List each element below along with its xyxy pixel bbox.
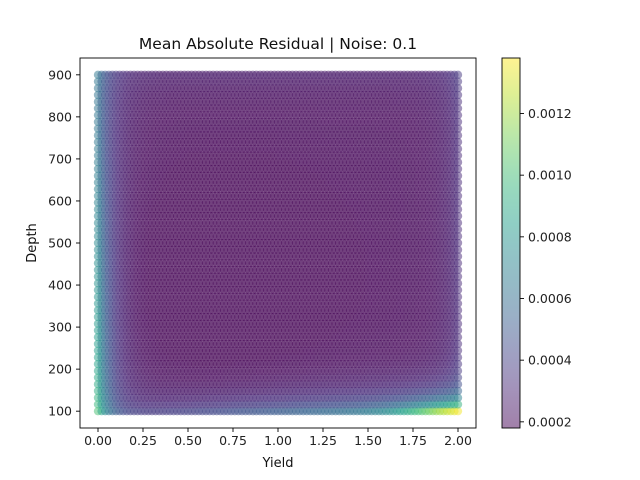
scatter-point (453, 151, 463, 160)
scatter-point (453, 164, 463, 174)
scatter-point (453, 292, 463, 302)
scatter-point (453, 346, 463, 355)
scatter-point (453, 252, 463, 261)
scatter-point (453, 386, 463, 396)
scatter-point (453, 171, 463, 180)
scatter-point (453, 211, 463, 221)
scatter-point (453, 339, 463, 349)
scatter-point (453, 265, 463, 275)
scatter-point (453, 272, 463, 281)
scatter-point (453, 245, 463, 254)
scatter-point (453, 198, 463, 207)
scatter-point (453, 299, 463, 308)
scatter-point (453, 406, 463, 416)
scatter-point (453, 353, 463, 362)
scatter-point (453, 326, 463, 335)
chart-title: Mean Absolute Residual | Noise: 0.1 (139, 35, 417, 53)
scatter-point (453, 218, 463, 228)
scatter-point (453, 393, 463, 402)
scatter-point (453, 400, 463, 409)
scatter-point (453, 178, 463, 187)
scatter-point (453, 184, 463, 194)
scatter-points (93, 70, 463, 416)
scatter-point (453, 312, 463, 322)
scatter-point (453, 380, 463, 389)
scatter-point (453, 232, 463, 241)
scatter-point (453, 285, 463, 295)
scatter-point (453, 258, 463, 268)
scatter-point (453, 205, 463, 214)
scatter-point (453, 366, 463, 376)
scatter-point (453, 319, 463, 328)
scatter-point (453, 191, 463, 201)
scatter-point (453, 279, 463, 288)
scatter-point (453, 359, 463, 369)
scatter-point (453, 373, 463, 382)
scatter-point (453, 332, 463, 342)
scatter-point (453, 225, 463, 234)
scatter-point (453, 306, 463, 315)
scatter-point (453, 238, 463, 248)
scatter-point (453, 158, 463, 167)
